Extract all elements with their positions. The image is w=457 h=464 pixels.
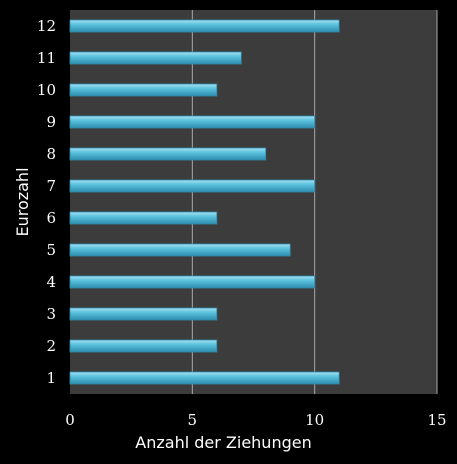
y-tick-label: 5 [46, 241, 56, 259]
y-tick-label: 12 [37, 17, 56, 35]
y-tick-label: 3 [46, 305, 56, 323]
bar-10 [69, 83, 218, 97]
x-tick-label: 0 [65, 411, 75, 429]
y-tick-label: 7 [46, 177, 56, 195]
x-tick-label: 15 [427, 411, 446, 429]
y-tick-label: 2 [46, 337, 56, 355]
bar-2 [69, 339, 218, 353]
bar-12 [69, 19, 340, 33]
bar-11 [69, 51, 242, 65]
y-axis-title: Eurozahl [13, 167, 32, 236]
y-tick-label: 10 [37, 81, 56, 99]
bar-4 [69, 275, 316, 289]
x-tick-label: 5 [188, 411, 198, 429]
x-axis-title: Anzahl der Ziehungen [135, 433, 311, 452]
y-tick-label: 9 [46, 113, 56, 131]
bar-1 [69, 371, 340, 385]
bar-3 [69, 307, 218, 321]
bar-7 [69, 179, 316, 193]
y-tick-label: 6 [46, 209, 56, 227]
y-tick-label: 1 [46, 369, 56, 387]
y-tick-label: 8 [46, 145, 56, 163]
y-tick-label: 11 [37, 49, 56, 67]
x-tick-label: 10 [305, 411, 324, 429]
bar-5 [69, 243, 291, 257]
plot-area [70, 10, 437, 394]
x-axis-tick-labels: 0 5 10 15 [65, 411, 446, 429]
bar-6 [69, 211, 218, 225]
y-tick-label: 4 [46, 273, 56, 291]
bar-series [69, 19, 340, 385]
gridlines [191, 10, 438, 394]
bar-8 [69, 147, 267, 161]
bar-9 [69, 115, 316, 129]
